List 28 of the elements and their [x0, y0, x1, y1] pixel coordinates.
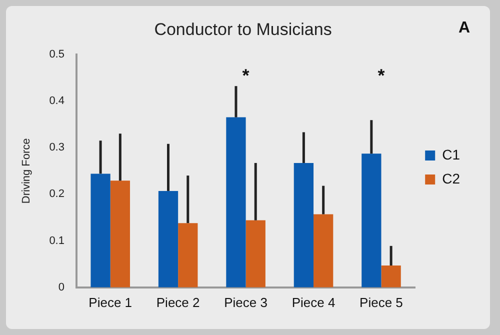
legend-label: C2 — [442, 170, 460, 186]
y-tick-label: 0.3 — [49, 142, 64, 154]
bar — [294, 162, 314, 288]
bar — [158, 190, 178, 288]
x-tick-label: Piece 1 — [88, 294, 132, 310]
y-tick-label: 0 — [58, 281, 64, 294]
bar — [110, 180, 130, 288]
x-tick-label: Piece 2 — [156, 294, 200, 310]
y-tick-label: 0.5 — [49, 48, 64, 60]
x-tick-label: Piece 3 — [224, 294, 268, 310]
y-tick-label: 0.2 — [49, 188, 64, 200]
y-tick-label: 0.1 — [49, 234, 64, 247]
y-axis-title: Driving Force — [20, 138, 33, 204]
text: A — [458, 19, 470, 36]
bar — [314, 214, 334, 288]
x-tick-label: Piece 4 — [292, 294, 336, 310]
x-tick-label: Piece 5 — [360, 294, 403, 310]
bar — [226, 117, 246, 288]
y-tick-label: 0.4 — [49, 95, 64, 108]
bar — [362, 154, 382, 288]
annotation: * — [242, 65, 250, 86]
annotation: * — [378, 65, 385, 86]
bar — [246, 220, 266, 288]
bar — [381, 266, 401, 288]
chart-title: Conductor to Musicians — [154, 20, 332, 39]
bar — [90, 174, 110, 288]
bar — [178, 223, 198, 288]
legend-label: C1 — [442, 146, 460, 162]
